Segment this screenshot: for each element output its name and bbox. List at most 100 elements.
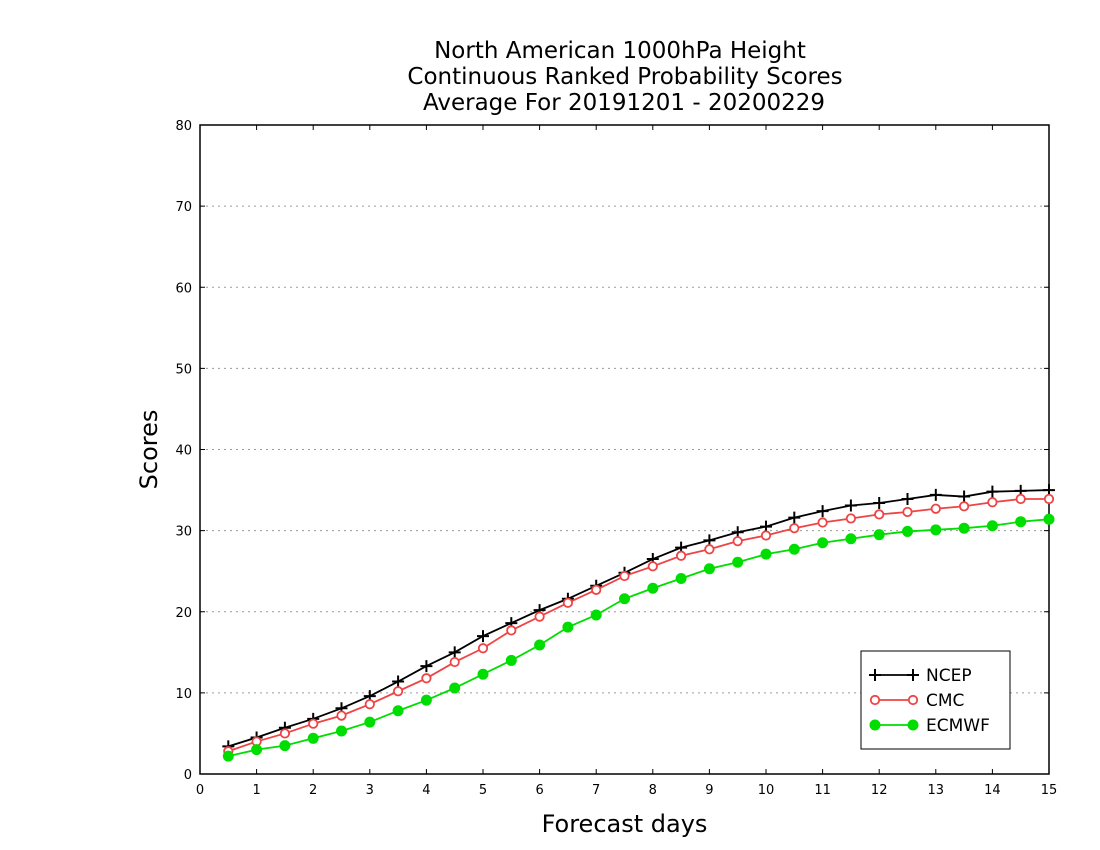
title-line-2: Continuous Ranked Probability Scores bbox=[407, 64, 842, 90]
data-point-ecmwf bbox=[902, 525, 913, 537]
y-tick-label: 40 bbox=[175, 444, 192, 459]
x-tick-label: 7 bbox=[592, 783, 600, 798]
y-tick-label: 30 bbox=[175, 525, 192, 540]
data-point-cmc bbox=[619, 570, 630, 582]
y-tick-label: 20 bbox=[175, 606, 192, 621]
legend-item-ncep: NCEP bbox=[869, 666, 972, 686]
data-point-cmc bbox=[279, 728, 290, 739]
x-tick-label: 8 bbox=[649, 783, 657, 798]
chart-title: North American 1000hPa Height Continuous… bbox=[407, 38, 842, 116]
data-point-cmc bbox=[958, 501, 970, 512]
title-line-1: North American 1000hPa Height bbox=[434, 38, 806, 64]
data-point-ecmwf bbox=[392, 705, 404, 717]
data-point-cmc bbox=[449, 656, 460, 668]
legend-item-ecmwf: ECMWF bbox=[869, 716, 990, 736]
data-point-ncep bbox=[873, 497, 886, 510]
x-tick-label: 9 bbox=[705, 783, 713, 798]
legend-marker bbox=[869, 669, 881, 681]
data-point-ecmwf bbox=[477, 668, 489, 680]
legend-marker bbox=[907, 669, 919, 681]
data-point-ecmwf bbox=[364, 716, 376, 728]
x-tick-label: 2 bbox=[309, 783, 317, 798]
x-tick-label: 13 bbox=[928, 783, 945, 798]
legend-marker bbox=[907, 694, 919, 706]
data-point-cmc bbox=[704, 544, 715, 555]
data-point-ecmwf bbox=[732, 556, 744, 568]
data-point-ncep bbox=[958, 490, 971, 503]
data-point-ecmwf bbox=[788, 543, 800, 555]
data-point-ecmwf bbox=[307, 732, 319, 744]
data-point-ecmwf bbox=[873, 529, 885, 541]
legend-marker bbox=[869, 694, 881, 706]
x-tick-label: 1 bbox=[252, 783, 260, 798]
legend: NCEP CMC ECMWF bbox=[860, 650, 1011, 750]
y-tick-label: 10 bbox=[175, 687, 192, 702]
data-point-ecmwf bbox=[817, 537, 829, 549]
data-point-ecmwf bbox=[986, 520, 998, 532]
x-tick-label: 10 bbox=[758, 783, 775, 798]
data-point-ecmwf bbox=[760, 548, 772, 560]
data-point-cmc bbox=[392, 686, 404, 697]
data-point-ncep bbox=[477, 630, 489, 643]
data-point-cmc bbox=[789, 523, 800, 534]
data-point-cmc bbox=[817, 517, 828, 528]
data-point-cmc bbox=[308, 718, 319, 729]
data-point-cmc bbox=[732, 536, 743, 547]
data-point-ecmwf bbox=[279, 740, 291, 752]
x-tick-label: 12 bbox=[871, 783, 888, 798]
data-point-ecmwf bbox=[703, 563, 715, 575]
data-point-ecmwf bbox=[1015, 516, 1027, 528]
data-point-cmc bbox=[647, 561, 658, 572]
data-point-cmc bbox=[902, 506, 913, 518]
data-point-ecmwf bbox=[562, 621, 574, 633]
data-point-cmc bbox=[477, 643, 489, 654]
x-tick-label: 0 bbox=[196, 783, 204, 798]
data-point-cmc bbox=[534, 611, 545, 622]
legend-item-cmc: CMC bbox=[869, 691, 964, 711]
y-tick-label: 80 bbox=[175, 119, 192, 134]
data-point-cmc bbox=[364, 699, 375, 710]
legend-label: NCEP bbox=[926, 666, 972, 686]
series-ecmwf bbox=[222, 513, 1055, 762]
legend-label: CMC bbox=[926, 691, 964, 711]
data-point-ncep bbox=[448, 646, 461, 659]
data-point-cmc bbox=[675, 550, 687, 561]
y-tick-label: 70 bbox=[175, 200, 192, 215]
data-point-ncep bbox=[392, 675, 405, 688]
legend-marker bbox=[869, 719, 881, 731]
title-line-3: Average For 20191201 - 20200229 bbox=[423, 90, 825, 116]
data-point-ncep bbox=[901, 492, 914, 505]
data-point-cmc bbox=[562, 597, 574, 608]
legend-label: ECMWF bbox=[926, 716, 990, 736]
x-tick-label: 14 bbox=[984, 783, 1001, 798]
x-tick-label: 3 bbox=[366, 783, 374, 798]
data-point-cmc bbox=[987, 497, 998, 508]
series-cmc bbox=[223, 493, 1055, 757]
data-point-ecmwf bbox=[251, 744, 263, 756]
data-point-cmc bbox=[421, 673, 432, 684]
data-point-cmc bbox=[1015, 493, 1026, 505]
data-point-cmc bbox=[506, 625, 517, 636]
data-point-ecmwf bbox=[505, 654, 517, 666]
y-tick-label: 60 bbox=[175, 281, 192, 296]
data-point-ecmwf bbox=[675, 572, 687, 584]
data-point-ecmwf bbox=[958, 522, 970, 534]
y-tick-label: 50 bbox=[175, 362, 192, 377]
x-tick-label: 5 bbox=[479, 783, 487, 798]
data-point-ncep bbox=[788, 511, 801, 524]
gridlines bbox=[200, 205, 1049, 694]
y-axis-label: Scores bbox=[135, 410, 163, 490]
data-point-ncep bbox=[844, 499, 857, 512]
data-point-ecmwf bbox=[590, 609, 602, 621]
data-point-ecmwf bbox=[930, 524, 942, 536]
data-point-ecmwf bbox=[647, 582, 659, 594]
legend-marker bbox=[907, 719, 919, 731]
data-point-ncep bbox=[929, 488, 942, 501]
y-tick-label: 0 bbox=[184, 768, 192, 783]
data-point-cmc bbox=[930, 503, 941, 514]
data-point-ncep bbox=[420, 660, 433, 673]
x-axis-label: Forecast days bbox=[542, 810, 708, 838]
x-tick-label: 11 bbox=[814, 783, 831, 798]
